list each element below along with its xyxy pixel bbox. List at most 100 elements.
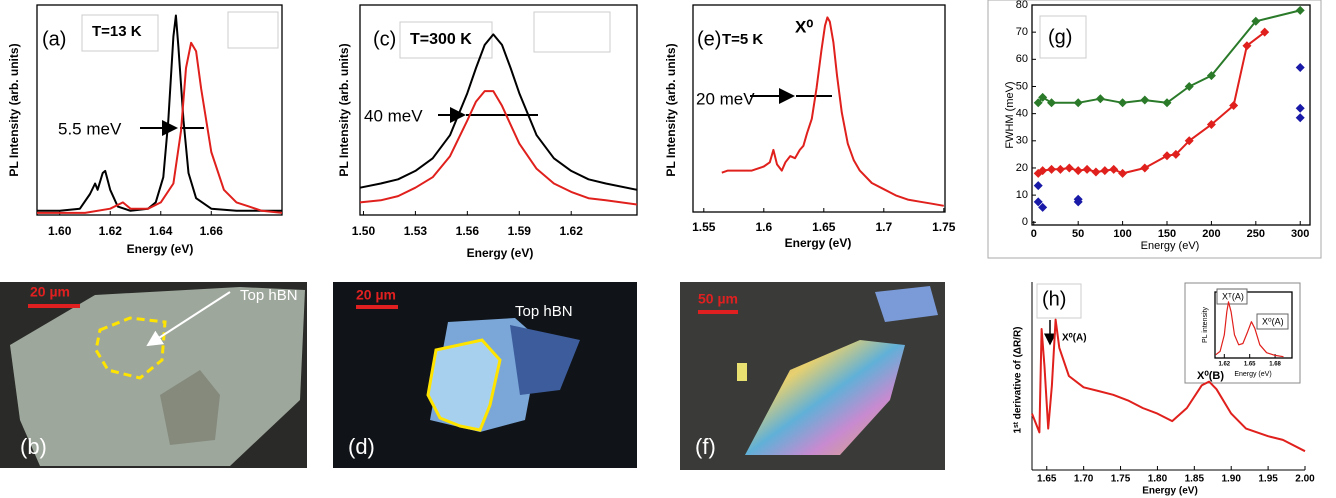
x-tick-label: 1.66 <box>200 224 224 238</box>
marker <box>1118 98 1127 107</box>
x-tick-label: 1.65 <box>1244 362 1256 368</box>
annotation: Top hBN <box>515 303 573 320</box>
x-tick-label: 1.80 <box>1148 474 1168 485</box>
marker <box>1074 166 1083 175</box>
y-tick-label: 20 <box>1016 162 1028 174</box>
x-tick-label: 1.90 <box>1221 474 1241 485</box>
micrograph: 20 µm Top hBN (d) <box>333 282 637 468</box>
marker <box>1047 98 1056 107</box>
panel-frame <box>988 0 1321 258</box>
marker <box>1296 113 1305 122</box>
x-tick-label: 1.62 <box>1218 362 1230 368</box>
annotation: 20 meV <box>696 89 755 108</box>
x-tick-label: 1.60 <box>48 224 72 238</box>
marker <box>1096 94 1105 103</box>
y-tick-label: 30 <box>1016 135 1028 147</box>
x-tick-label: 1.59 <box>508 224 532 238</box>
y-tick-label: 60 <box>1016 53 1028 65</box>
panel-label: (b) <box>20 434 47 459</box>
y-axis-label: FWHM (meV) <box>1004 81 1016 148</box>
x-tick-label: 250 <box>1247 228 1265 240</box>
marker <box>1091 168 1100 177</box>
panel-label: (d) <box>348 434 375 459</box>
x-tick-label: 200 <box>1202 228 1220 240</box>
x-tick-label: 1.55 <box>692 220 716 234</box>
y-axis-label: PL Intensity (arb. units) <box>337 43 351 176</box>
annotation: X⁰(A) <box>1062 333 1087 344</box>
annotation: X⁰(A) <box>1262 316 1284 326</box>
marker <box>1100 166 1109 175</box>
x-tick-label: 1.53 <box>404 224 428 238</box>
annotation: Top hBN <box>240 287 298 304</box>
x-axis-label: Energy (eV) <box>467 246 534 260</box>
micrograph: 50 µm (f) <box>680 282 945 470</box>
legend-box <box>228 12 278 48</box>
x-tick-label: 1.56 <box>456 224 480 238</box>
marker <box>1065 163 1074 172</box>
flake-region <box>737 363 747 381</box>
x-tick-label: 1.85 <box>1185 474 1205 485</box>
x-tick-label: 1.64 <box>149 224 173 238</box>
x-tick-label: 1.65 <box>812 220 836 234</box>
marker <box>1140 163 1149 172</box>
annotation: (c) <box>373 28 396 50</box>
x-tick-label: 1.62 <box>560 224 584 238</box>
y-tick-label: 0 <box>1022 216 1028 228</box>
x-tick-label: 0 <box>1031 228 1037 240</box>
y-axis-label: PL Intensity (arb. units) <box>664 43 678 176</box>
x-axis-label: Energy (eV) <box>1142 486 1198 497</box>
annotation: (h) <box>1042 288 1066 310</box>
x-tick-label: 1.75 <box>932 220 956 234</box>
x-tick-label: 1.65 <box>1037 474 1057 485</box>
y-axis-label: 1ˢᵗ derivative of (ΔR/R) <box>1013 326 1024 433</box>
x-tick-label: 150 <box>1158 228 1176 240</box>
y-tick-label: 80 <box>1016 0 1028 11</box>
x-tick-label: 100 <box>1113 228 1131 240</box>
marker <box>1056 165 1065 174</box>
x-tick-label: 1.75 <box>1111 474 1131 485</box>
x-tick-label: 1.62 <box>99 224 123 238</box>
y-tick-label: 70 <box>1016 26 1028 38</box>
marker <box>1047 165 1056 174</box>
annotation: T=5 K <box>722 31 763 48</box>
x-axis-label: Energy (eV) <box>785 236 852 250</box>
marker <box>1296 63 1305 72</box>
scale-label: 20 µm <box>356 287 396 303</box>
marker <box>1083 165 1092 174</box>
annotation: Xᵀ(A) <box>1222 291 1244 301</box>
marker <box>1118 169 1127 178</box>
figure: 20 µm Top hBN (b) 20 µm Top hBN (d) 50 µ… <box>0 0 1336 498</box>
legend-box <box>534 12 610 52</box>
micrograph: 20 µm Top hBN (b) <box>0 282 307 468</box>
scale-label: 50 µm <box>698 291 738 307</box>
x-tick-label: 1.6 <box>755 220 772 234</box>
x-tick-label: 1.7 <box>875 220 892 234</box>
marker <box>1140 96 1149 105</box>
annotation: (e) <box>697 28 721 50</box>
x-tick-label: 300 <box>1291 228 1309 240</box>
marker <box>1163 151 1172 160</box>
y-tick-label: 50 <box>1016 80 1028 92</box>
y-axis-label: PL Intensity (arb. units) <box>7 43 21 176</box>
annotation: 40 meV <box>364 106 423 125</box>
x-tick-label: 1.50 <box>352 224 376 238</box>
x-tick-label: 1.68 <box>1269 362 1281 368</box>
x-axis-label: Energy (eV) <box>1141 240 1200 252</box>
marker <box>1034 181 1043 190</box>
x-axis-label: Energy (eV) <box>1234 371 1271 378</box>
marker <box>1296 104 1305 113</box>
x-axis-label: Energy (eV) <box>127 242 194 256</box>
annotation: X⁰(B) <box>1197 370 1224 382</box>
marker <box>1109 165 1118 174</box>
panel-label: (f) <box>695 434 716 459</box>
annotation: (g) <box>1048 26 1072 48</box>
y-tick-label: 10 <box>1016 189 1028 201</box>
y-tick-label: 40 <box>1016 108 1028 120</box>
y-axis-label: PL intensity <box>1202 307 1209 343</box>
annotation: 5.5 meV <box>58 119 122 138</box>
x-tick-label: 50 <box>1072 228 1084 240</box>
marker <box>1074 98 1083 107</box>
annotation: T=300 K <box>410 31 472 48</box>
scale-label: 20 µm <box>30 284 70 300</box>
x-tick-label: 1.70 <box>1074 474 1094 485</box>
